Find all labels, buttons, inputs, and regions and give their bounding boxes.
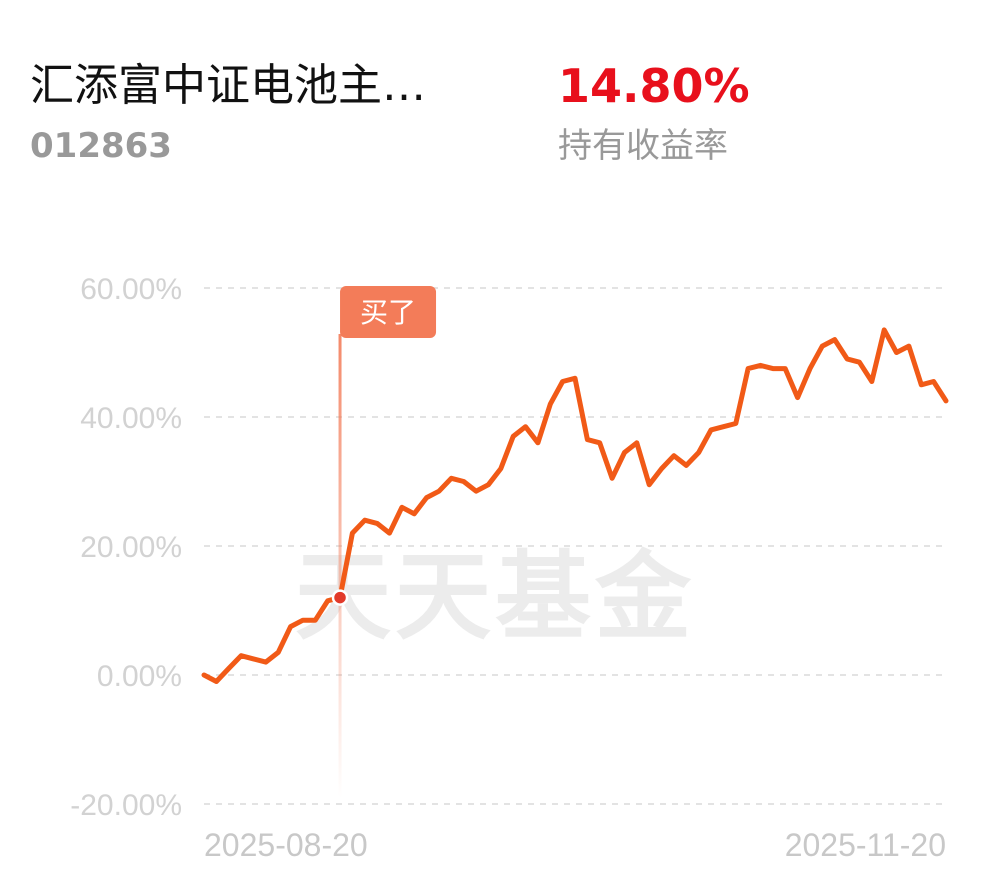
y-tick-label: 20.00% [80,531,182,564]
series-layer [201,327,949,684]
x-tick-label: 2025-11-20 [785,827,946,863]
watermark: 天天基金 [295,541,695,653]
x-axis-ticks: 2025-08-20 2025-11-20 [204,827,946,863]
buy-marker-line [338,334,342,798]
x-tick-label: 2025-08-20 [204,827,368,863]
buy-marker-flag [340,286,437,338]
fund-code: 012863 [30,126,172,166]
y-tick-label: 0.00% [97,660,182,693]
y-tick-label: 60.00% [80,273,182,306]
buy-point [331,589,349,606]
fund-name: 汇添富中证电池主… [30,60,426,111]
buy-marker-label: 买了 [360,296,416,329]
series-line [201,327,949,684]
holding-return-value: 14.80% [558,59,750,113]
y-tick-label: 40.00% [80,402,182,435]
holding-return-label: 持有收益率 [558,126,728,166]
y-tick-label: -20.00% [70,789,182,822]
y-axis-ticks: 60.00% 40.00% 20.00% 0.00% -20.00% [70,273,182,822]
grid-lines [204,287,946,805]
buy-marker: 买了 [338,286,437,798]
